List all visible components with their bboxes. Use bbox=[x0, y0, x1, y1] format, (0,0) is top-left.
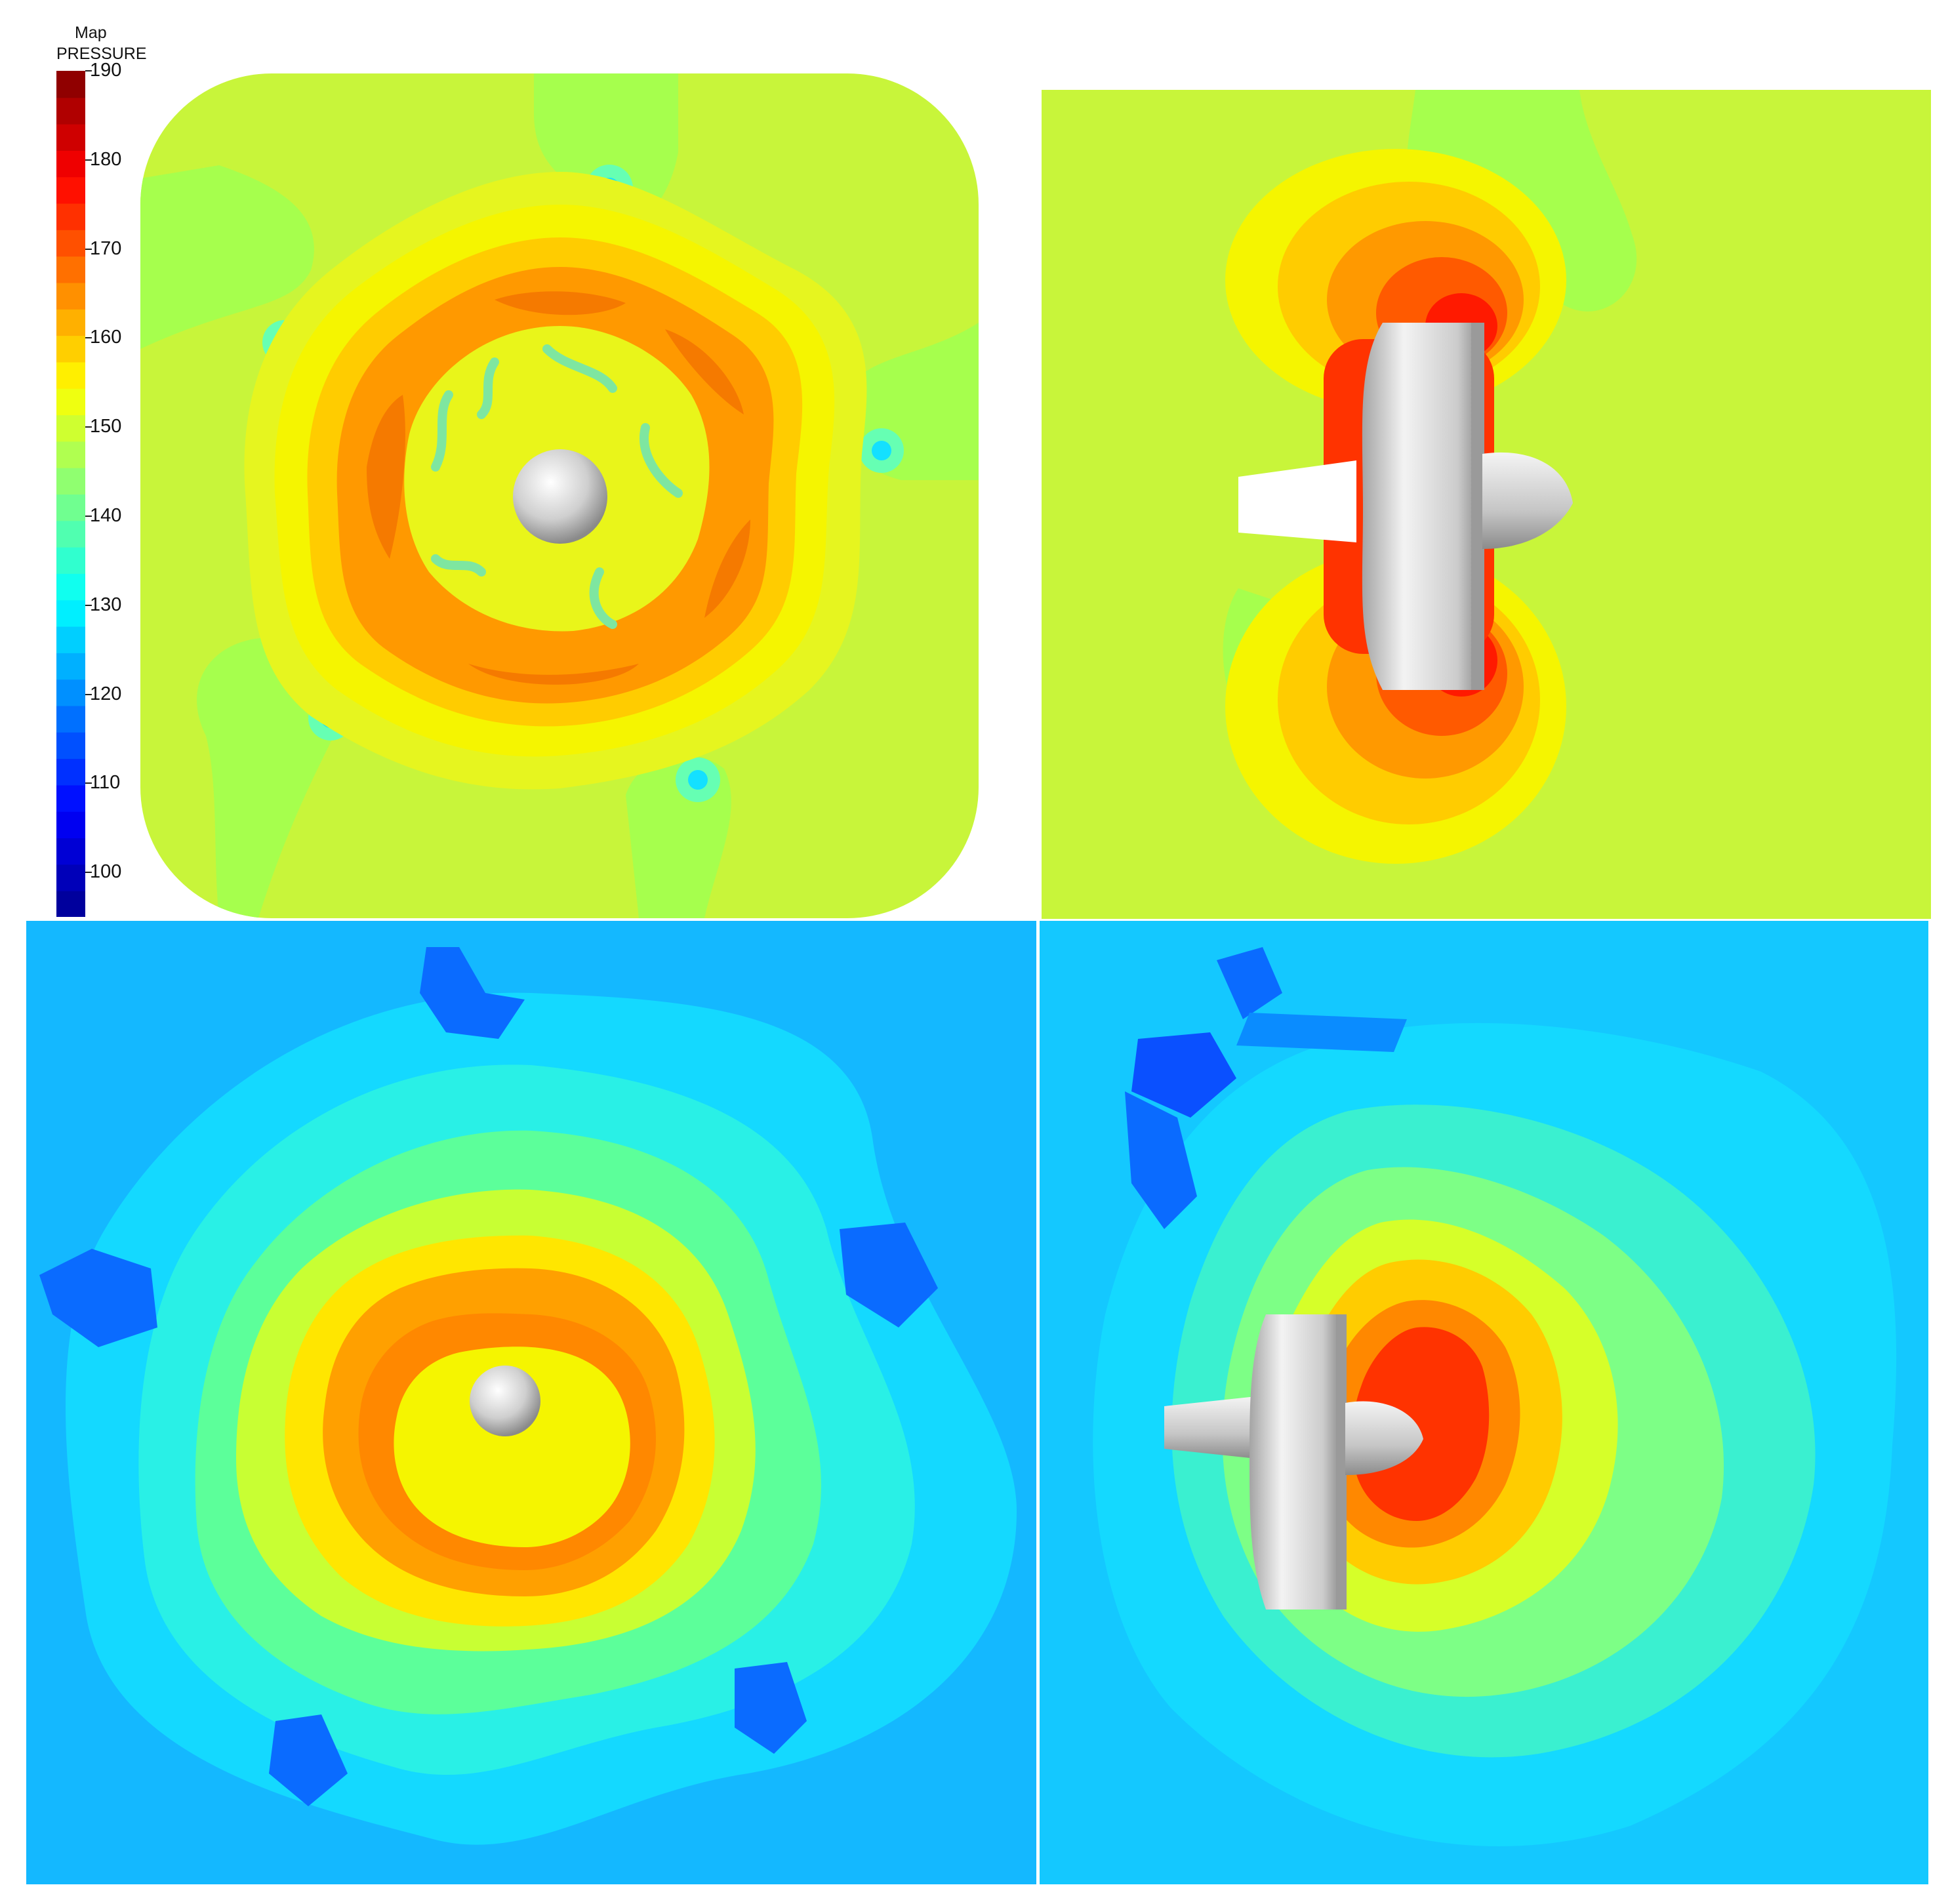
colorbar-step bbox=[56, 441, 85, 468]
legend-title-map: Map bbox=[75, 24, 107, 42]
legend-tick-label: 140 bbox=[90, 504, 122, 526]
legend-tick-mark bbox=[85, 872, 92, 874]
colorbar-step bbox=[56, 203, 85, 230]
legend-tick-label: 110 bbox=[90, 772, 121, 794]
hub bbox=[470, 1366, 540, 1436]
colorbar-step bbox=[56, 308, 85, 336]
colorbar-step bbox=[56, 599, 85, 627]
colorbar-step bbox=[56, 626, 85, 653]
colorbar-step bbox=[56, 176, 85, 204]
colorbar-step bbox=[56, 388, 85, 416]
legend-tick-mark bbox=[85, 159, 92, 161]
colorbar-step bbox=[56, 784, 85, 812]
colorbar-step bbox=[56, 652, 85, 680]
low-pressure-patches bbox=[1125, 947, 1407, 1229]
colorbar-step bbox=[56, 705, 85, 733]
legend-tick-mark bbox=[85, 604, 92, 606]
legend-tick-label: 120 bbox=[90, 683, 122, 704]
colorbar-step bbox=[56, 335, 85, 363]
colorbar-step bbox=[56, 758, 85, 786]
colorbar-step bbox=[56, 679, 85, 706]
colorbar-step bbox=[56, 838, 85, 865]
colorbar-step bbox=[56, 150, 85, 178]
pressure-contour-side-top bbox=[1042, 90, 1931, 919]
legend-tick-label: 180 bbox=[90, 148, 122, 170]
colorbar-step bbox=[56, 256, 85, 283]
colorbar-step bbox=[56, 229, 85, 257]
shaft bbox=[1164, 1396, 1256, 1459]
disc-body bbox=[1249, 1314, 1341, 1610]
colorbar-step bbox=[56, 890, 85, 917]
colorbar-step bbox=[56, 811, 85, 839]
colorbar-step bbox=[56, 361, 85, 389]
legend-title-pressure: PRESSURE bbox=[56, 45, 147, 63]
nose-cone bbox=[1482, 452, 1573, 549]
colorbar-step bbox=[56, 71, 85, 98]
pressure-contour-front-bottom bbox=[26, 921, 1036, 1884]
legend-colorbar bbox=[56, 71, 85, 917]
legend-tick-label: 150 bbox=[90, 416, 122, 437]
colorbar-step bbox=[56, 731, 85, 760]
colorbar-step bbox=[56, 520, 85, 548]
colorbar-step bbox=[56, 494, 85, 521]
ring-patches bbox=[367, 291, 750, 685]
panel-front-view-bottom bbox=[26, 921, 1036, 1884]
colorbar-step bbox=[56, 573, 85, 601]
colorbar-step bbox=[56, 546, 85, 574]
pressure-contour-front-top bbox=[140, 73, 979, 918]
legend-tick-mark bbox=[85, 426, 92, 428]
legend-tick-label: 170 bbox=[90, 237, 122, 259]
legend-tick-label: 160 bbox=[90, 327, 122, 348]
blade-traces bbox=[431, 344, 683, 629]
shaft-strut bbox=[1238, 460, 1356, 542]
low-pressure-patches bbox=[39, 947, 938, 1806]
legend-tick-mark bbox=[85, 515, 92, 517]
hub bbox=[513, 449, 607, 544]
legend-tick-mark bbox=[85, 337, 92, 339]
colorbar-step bbox=[56, 97, 85, 125]
panel-side-view-top bbox=[1042, 90, 1931, 919]
panel-side-view-bottom bbox=[1040, 921, 1928, 1884]
legend-tick-mark bbox=[85, 70, 92, 71]
legend-tick-mark bbox=[85, 693, 92, 695]
colorbar-step bbox=[56, 282, 85, 310]
pressure-contour-side-bottom bbox=[1040, 921, 1928, 1884]
nose-cone bbox=[1345, 1401, 1423, 1475]
legend-tick-mark bbox=[85, 248, 92, 250]
colorbar-step bbox=[56, 123, 85, 151]
colorbar-step bbox=[56, 467, 85, 495]
pressure-legend: Map PRESSURE 190 180 170 160 150 140 130 120 110… bbox=[0, 0, 157, 925]
colorbar-step bbox=[56, 864, 85, 891]
colorbar-step bbox=[56, 415, 85, 442]
legend-tick-mark bbox=[85, 782, 92, 784]
legend-tick-label: 100 bbox=[90, 861, 122, 883]
panel-front-view-top bbox=[140, 73, 979, 918]
legend-tick-label: 190 bbox=[90, 60, 122, 81]
legend-tick-label: 130 bbox=[90, 594, 122, 615]
